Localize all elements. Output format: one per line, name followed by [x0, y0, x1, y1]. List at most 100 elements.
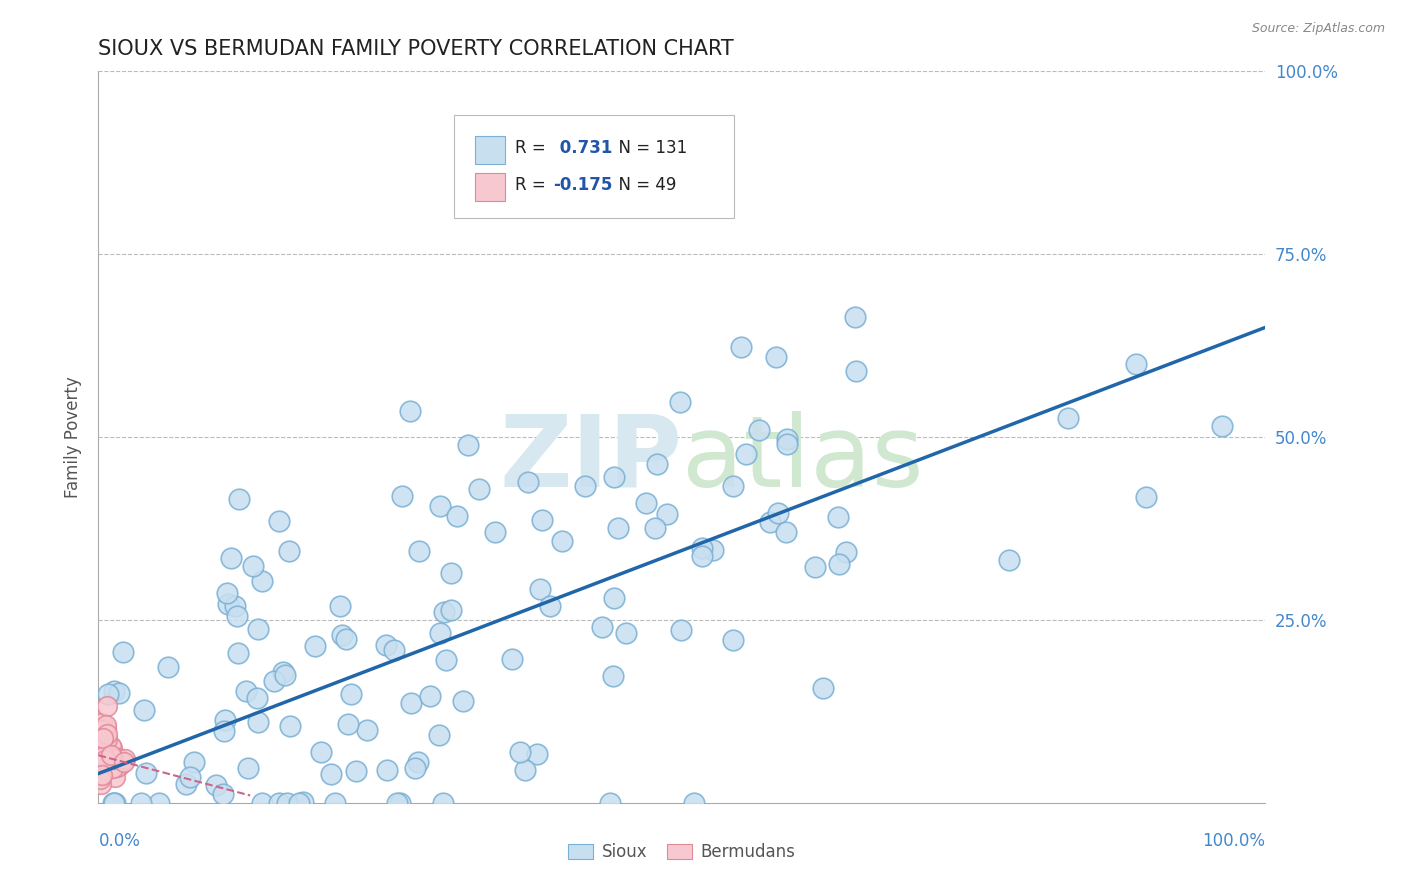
- Point: [484, 525, 506, 540]
- Point: [100, 739, 122, 753]
- Point: [614, 625, 637, 640]
- Point: [591, 620, 613, 634]
- Point: [758, 515, 780, 529]
- Legend: Sioux, Bermudans: Sioux, Bermudans: [561, 837, 803, 868]
- Point: [530, 513, 553, 527]
- Point: [90, 756, 112, 771]
- Point: [108, 759, 131, 773]
- Point: [451, 694, 474, 708]
- Point: [87, 755, 110, 769]
- Point: [90, 716, 112, 731]
- Point: [765, 351, 787, 365]
- Point: [574, 479, 596, 493]
- Point: [91, 723, 114, 737]
- FancyBboxPatch shape: [475, 173, 505, 201]
- Point: [89, 758, 111, 772]
- Point: [602, 669, 624, 683]
- Point: [335, 632, 357, 647]
- Point: [217, 598, 239, 612]
- Point: [375, 639, 398, 653]
- Point: [513, 763, 536, 777]
- Point: [501, 652, 523, 666]
- Text: 100.0%: 100.0%: [1202, 832, 1265, 850]
- Point: [93, 723, 115, 738]
- Point: [236, 761, 259, 775]
- Point: [433, 605, 456, 619]
- Text: SIOUX VS BERMUDAN FAMILY POVERTY CORRELATION CHART: SIOUX VS BERMUDAN FAMILY POVERTY CORRELA…: [98, 38, 734, 59]
- Point: [205, 778, 228, 792]
- Point: [224, 599, 246, 613]
- Point: [446, 509, 468, 524]
- Point: [98, 754, 121, 768]
- Point: [103, 796, 125, 810]
- Point: [356, 723, 378, 737]
- Text: N = 49: N = 49: [609, 176, 676, 194]
- Point: [669, 623, 692, 637]
- Point: [214, 713, 236, 727]
- Point: [263, 674, 285, 689]
- Point: [226, 646, 249, 660]
- Point: [468, 482, 491, 496]
- Text: R =: R =: [515, 176, 551, 194]
- Point: [457, 438, 479, 452]
- Point: [702, 542, 724, 557]
- Point: [748, 423, 770, 437]
- Y-axis label: Family Poverty: Family Poverty: [65, 376, 83, 498]
- Point: [602, 469, 624, 483]
- Point: [108, 686, 131, 700]
- Point: [538, 599, 561, 614]
- Point: [112, 755, 135, 769]
- Point: [247, 714, 270, 729]
- Point: [377, 763, 399, 777]
- Point: [134, 703, 156, 717]
- Point: [276, 796, 298, 810]
- Point: [419, 689, 441, 703]
- Point: [607, 521, 630, 535]
- Point: [330, 627, 353, 641]
- Point: [90, 758, 112, 772]
- Point: [429, 626, 451, 640]
- Point: [1125, 357, 1147, 371]
- Point: [827, 557, 849, 571]
- Point: [827, 510, 849, 524]
- Point: [135, 765, 157, 780]
- Point: [107, 751, 129, 765]
- Point: [655, 507, 678, 521]
- Point: [845, 364, 868, 378]
- Point: [97, 687, 120, 701]
- Point: [406, 755, 429, 769]
- Point: [179, 770, 201, 784]
- Point: [721, 479, 744, 493]
- Point: [89, 762, 111, 776]
- Point: [89, 755, 111, 769]
- Point: [105, 760, 128, 774]
- Point: [404, 761, 426, 775]
- Point: [89, 764, 111, 778]
- Point: [212, 724, 235, 739]
- Point: [93, 732, 115, 747]
- Point: [735, 447, 758, 461]
- Point: [429, 728, 451, 742]
- Point: [94, 721, 117, 735]
- Point: [98, 762, 121, 776]
- FancyBboxPatch shape: [475, 136, 505, 164]
- Point: [768, 506, 790, 520]
- Point: [408, 543, 430, 558]
- Point: [89, 739, 111, 754]
- Point: [385, 796, 408, 810]
- Point: [1211, 418, 1233, 433]
- Point: [101, 752, 124, 766]
- Point: [429, 500, 451, 514]
- Point: [156, 659, 179, 673]
- Point: [90, 777, 112, 791]
- Text: -0.175: -0.175: [554, 176, 613, 194]
- Point: [103, 761, 125, 775]
- Point: [94, 734, 117, 748]
- Point: [526, 747, 548, 761]
- Point: [692, 549, 714, 563]
- Point: [89, 768, 111, 782]
- Point: [1135, 490, 1157, 504]
- Point: [432, 796, 454, 810]
- Text: atlas: atlas: [682, 410, 924, 508]
- Point: [776, 437, 799, 451]
